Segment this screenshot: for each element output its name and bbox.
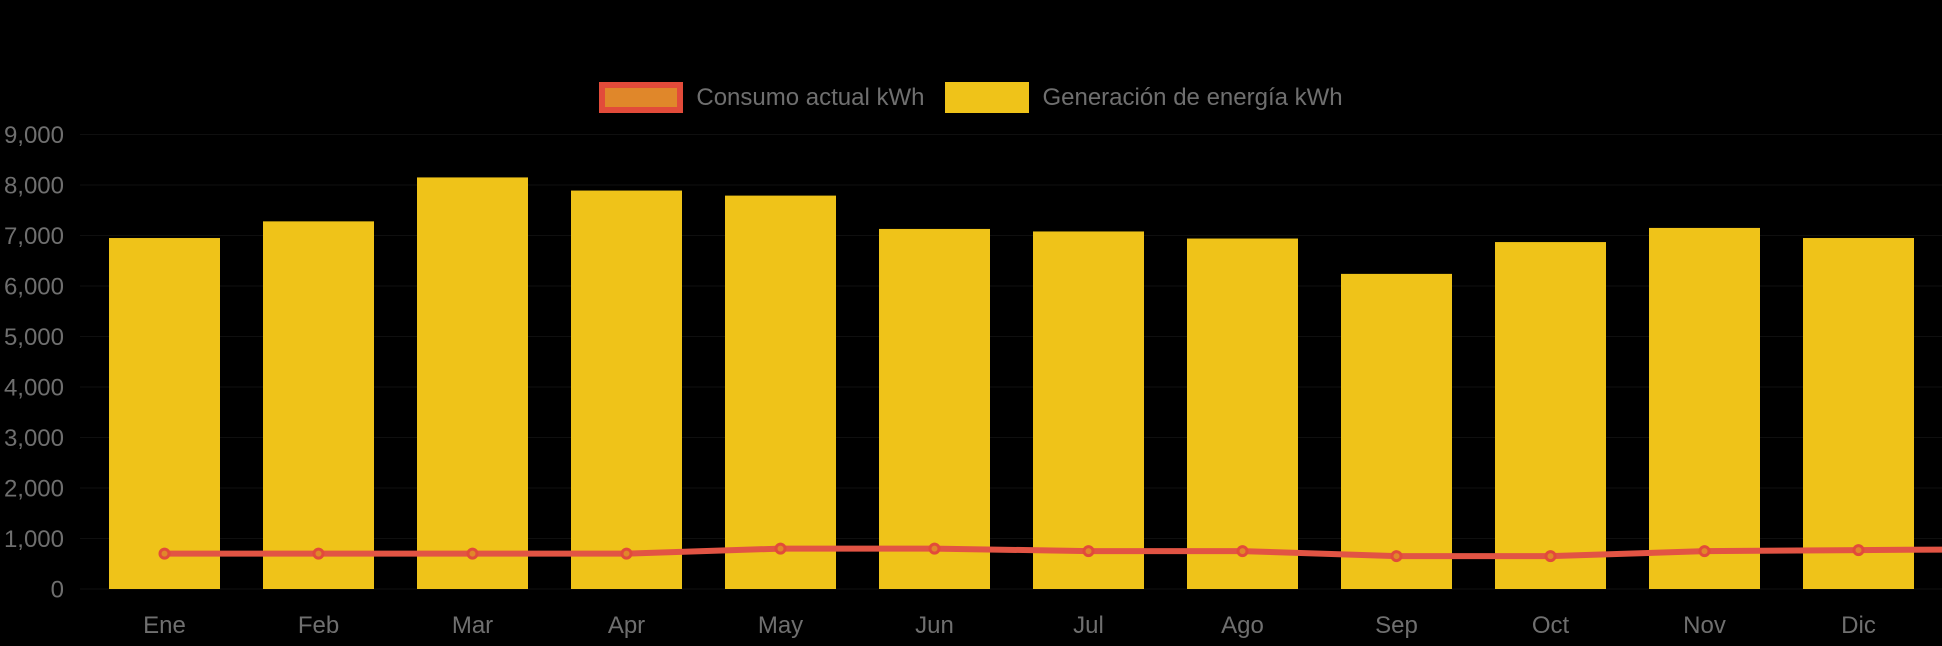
line-marker-jun[interactable] [928,542,941,555]
y-axis-tick-label: 8,000 [4,173,64,200]
y-axis-tick-label: 3,000 [4,425,64,452]
line-marker-nov[interactable] [1698,545,1711,558]
y-axis-tick-label: 4,000 [4,375,64,402]
bar-nov[interactable] [1649,227,1760,590]
line-marker-dic[interactable] [1852,544,1865,557]
line-marker-jul[interactable] [1082,545,1095,558]
bar-may[interactable] [725,195,836,590]
y-axis-tick-label: 7,000 [4,223,64,250]
x-axis-label-apr: Apr [608,612,645,639]
y-axis-tick-label: 0 [51,577,64,604]
x-axis-label-feb: Feb [298,612,339,639]
bar-oct[interactable] [1495,242,1606,589]
chart-legend: Consumo actual kWh Generación de energía… [0,82,1942,113]
y-axis-tick-label: 9,000 [4,122,64,149]
x-axis-label-sep: Sep [1375,612,1418,639]
line-marker-ago[interactable] [1236,545,1249,558]
bar-ago[interactable] [1187,238,1298,589]
bar-mar[interactable] [417,177,528,590]
bar-feb[interactable] [263,221,374,590]
x-axis-label-oct: Oct [1532,612,1570,639]
x-axis-label-ene: Ene [143,612,186,639]
line-marker-mar[interactable] [466,547,479,560]
line-marker-sep[interactable] [1390,550,1403,563]
bar-apr[interactable] [571,190,682,589]
legend-label-generacion: Generación de energía kWh [1042,83,1343,111]
bar-jul[interactable] [1033,231,1144,589]
x-axis-label-may: May [758,612,803,639]
legend-label-consumo: Consumo actual kWh [696,83,925,111]
bar-dic[interactable] [1803,238,1914,589]
x-axis-label-nov: Nov [1683,612,1726,639]
line-marker-apr[interactable] [620,547,633,560]
bar-sep[interactable] [1341,273,1452,589]
bar-ene[interactable] [109,238,220,589]
line-marker-oct[interactable] [1544,550,1557,563]
y-axis-tick-label: 5,000 [4,324,64,351]
y-axis-tick-label: 1,000 [4,526,64,553]
x-axis-label-jul: Jul [1073,612,1104,639]
legend-swatch-consumo-icon [599,82,684,113]
y-axis-tick-label: 6,000 [4,274,64,301]
legend-item-consumo[interactable]: Consumo actual kWh [599,82,924,113]
line-marker-may[interactable] [774,542,787,555]
legend-item-generacion[interactable]: Generación de energía kWh [945,82,1343,113]
line-marker-ene[interactable] [158,547,171,560]
bar-jun[interactable] [879,228,990,589]
x-axis-label-ago: Ago [1221,612,1264,639]
x-axis-label-dic: Dic [1841,612,1876,639]
x-axis-label-jun: Jun [915,612,954,639]
x-axis-label-mar: Mar [452,612,493,639]
legend-swatch-generacion-icon [945,82,1030,113]
line-marker-feb[interactable] [312,547,325,560]
y-axis-tick-label: 2,000 [4,476,64,503]
